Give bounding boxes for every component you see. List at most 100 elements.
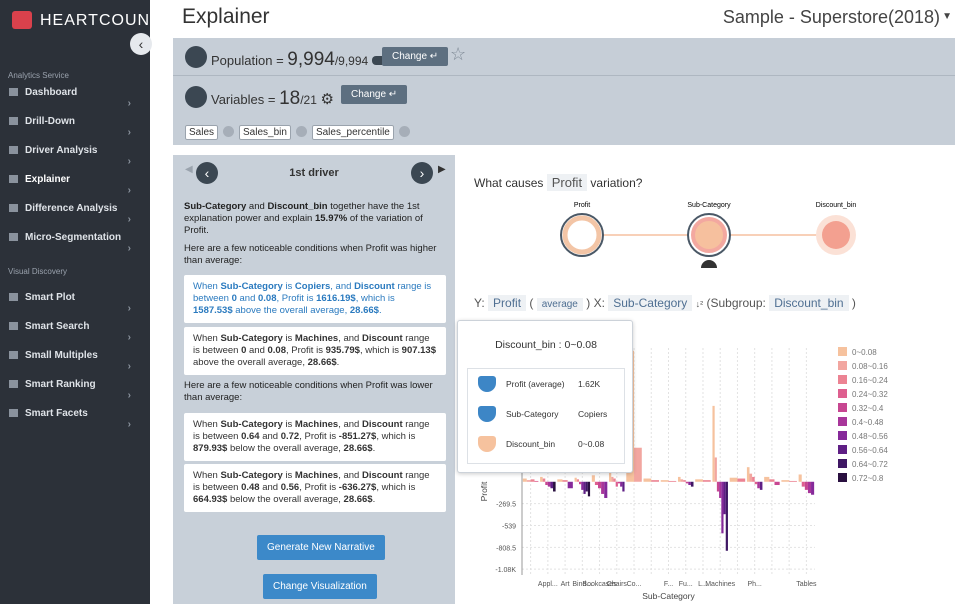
- run: Discount_bin: [267, 201, 328, 212]
- run: -636.27$: [338, 482, 377, 493]
- run: and: [246, 201, 268, 212]
- run: is: [282, 281, 295, 292]
- text: (: [529, 296, 534, 310]
- run: , and: [338, 470, 362, 481]
- row-label: Profit (average): [506, 379, 565, 389]
- nav-icon: [9, 117, 18, 125]
- nav-item[interactable]: Driver Analysis ›: [9, 145, 141, 167]
- label: Variables: [211, 92, 265, 107]
- run: 1587.53$: [193, 305, 233, 316]
- nav-icon: [9, 409, 18, 417]
- x-tick-label: Art: [561, 581, 570, 588]
- nav-item[interactable]: Dashboard ›: [9, 87, 141, 109]
- run: , which is: [376, 431, 416, 442]
- x-tick-label: Chairs: [607, 581, 628, 588]
- run: , Profit is: [299, 482, 339, 493]
- var[interactable]: Profit: [488, 295, 527, 311]
- eq: =: [267, 92, 276, 107]
- section-label: Analytics Service: [8, 71, 69, 80]
- condition-card[interactable]: When Sub-Category is Machines, and Disco…: [184, 413, 446, 461]
- x-tick-label: Fu...: [679, 581, 693, 588]
- bar: [540, 476, 543, 482]
- var[interactable]: Discount_bin: [769, 295, 849, 311]
- remove-tag[interactable]: [398, 126, 410, 137]
- next-button[interactable]: ›: [411, 162, 433, 184]
- star-icon[interactable]: ☆: [450, 44, 467, 64]
- bar: [737, 478, 746, 482]
- bar: [545, 481, 548, 486]
- visualization-button[interactable]: Change Visualization: [263, 574, 377, 599]
- run: Difference Analysis: [25, 203, 118, 214]
- row-label: Discount_bin: [506, 439, 556, 449]
- logo-icon: [12, 11, 32, 29]
- page-title: Explainer: [182, 5, 270, 28]
- run: , which is: [359, 345, 402, 356]
- remove-tag[interactable]: [295, 126, 307, 137]
- x-tick-label: F...: [664, 581, 673, 588]
- nav-icon: [9, 351, 18, 359]
- expand-button[interactable]: [701, 260, 717, 268]
- collapse-button[interactable]: ‹: [130, 33, 152, 55]
- bar: [660, 480, 669, 482]
- chevron: ›: [127, 156, 131, 167]
- dataset-selector[interactable]: Sample - Superstore(2018): [722, 7, 940, 27]
- sort-icon[interactable]: ↓²: [695, 299, 704, 309]
- bar: [789, 480, 797, 482]
- bar: [746, 467, 750, 482]
- bar: [550, 481, 554, 489]
- remove-tag[interactable]: [223, 126, 235, 137]
- run: 28.66$: [307, 357, 337, 368]
- run: When: [193, 419, 221, 430]
- run: Driver Analysis: [25, 145, 98, 156]
- nav-item[interactable]: Smart Facets ›: [9, 408, 141, 430]
- bar: [576, 479, 579, 482]
- legend-label: 0.72~0.8: [852, 474, 884, 483]
- bar: [611, 476, 614, 482]
- run: range is between: [193, 470, 430, 493]
- run: , which is: [376, 482, 416, 493]
- gear-icon[interactable]: ⚙: [320, 91, 334, 108]
- nav-item[interactable]: Smart Ranking ›: [9, 379, 141, 401]
- chevron: ›: [127, 214, 131, 225]
- nav-item[interactable]: Difference Analysis ›: [9, 203, 141, 225]
- nav-item[interactable]: Small Multiples ›: [9, 350, 141, 372]
- bar: [591, 475, 595, 482]
- chevron: ›: [127, 127, 131, 138]
- legend-swatch: [838, 431, 847, 440]
- nav-item[interactable]: Explainer ›: [9, 174, 141, 196]
- run: and: [236, 293, 258, 304]
- run: 0.72: [280, 431, 300, 442]
- people-icon: [371, 56, 386, 65]
- condition-card[interactable]: When Sub-Category is Machines, and Disco…: [184, 327, 446, 375]
- node-label: Sub-Category: [687, 202, 731, 209]
- summary: Sub-Category and Discount_bin together h…: [184, 201, 446, 237]
- change-button[interactable]: Change ↵: [341, 85, 408, 104]
- next-arrow[interactable]: ▶: [438, 164, 446, 175]
- var[interactable]: Sub-Category: [608, 295, 693, 311]
- chart-spec: Y: Profit ( average ) X: Sub-Category ↓²…: [474, 295, 856, 311]
- legend-swatch: [838, 459, 847, 468]
- graph-card: What causes Profit variation? Profit Sub…: [463, 155, 955, 268]
- bar: [613, 478, 616, 482]
- nav-item[interactable]: Micro-Segmentation ›: [9, 232, 141, 254]
- population-value: 9,994: [287, 49, 335, 70]
- run: , Profit is: [299, 431, 339, 442]
- higher-intro: Here are a few noticeable conditions whe…: [184, 243, 437, 266]
- nav-item[interactable]: Drill-Down ›: [9, 116, 141, 138]
- bar: [601, 481, 605, 494]
- legend-swatch: [838, 361, 847, 370]
- agg[interactable]: average: [536, 298, 583, 311]
- change-button[interactable]: Change ↵: [382, 47, 449, 66]
- condition-card[interactable]: When Sub-Category is Machines, and Disco…: [184, 464, 446, 512]
- bar: [801, 481, 805, 487]
- prev-button[interactable]: ‹: [196, 162, 218, 184]
- y-tick-label: -808.5: [496, 545, 516, 552]
- condition-card[interactable]: When Sub-Category is Copiers, and Discou…: [184, 275, 446, 323]
- nav-item[interactable]: Smart Search ›: [9, 321, 141, 343]
- run: 907.13$: [401, 345, 436, 356]
- generate-button[interactable]: Generate New Narrative: [257, 535, 385, 560]
- nav-item[interactable]: Smart Plot ›: [9, 292, 141, 314]
- run: 0.64: [241, 431, 260, 442]
- run: -851.27$: [338, 431, 377, 442]
- prev-arrow[interactable]: ◀: [185, 164, 193, 175]
